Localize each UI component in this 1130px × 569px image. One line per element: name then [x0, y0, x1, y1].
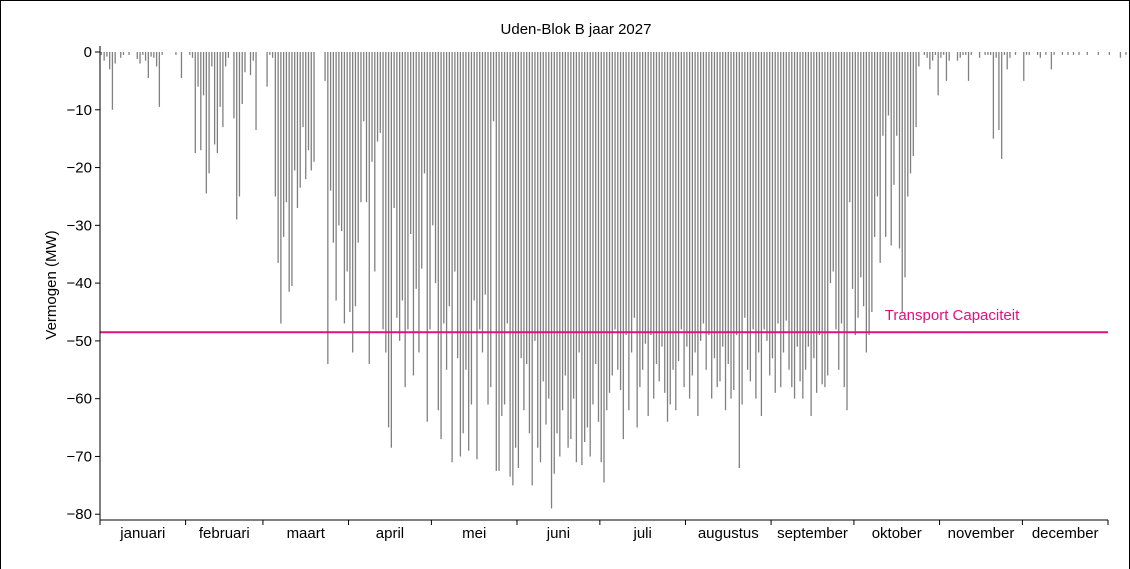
x-tick-label-oktober: oktober — [872, 525, 922, 542]
x-tick-label-september: september — [777, 525, 848, 542]
y-tick-label: −10 — [67, 102, 92, 119]
bars-layer — [100, 52, 1127, 509]
y-tick-label: −30 — [67, 217, 92, 234]
y-axis: 0 −10 −20 −30 −40 −50 −60 −70 −80 — [67, 44, 101, 523]
y-tick-label: −50 — [67, 333, 92, 350]
x-tick-label-februari: februari — [199, 525, 250, 542]
y-tick-label: 0 — [84, 44, 92, 61]
x-tick-label-augustus: augustus — [698, 525, 759, 542]
x-tick-label-juli: juli — [632, 525, 651, 542]
y-tick-label: −80 — [67, 506, 92, 523]
x-tick-label-juni: juni — [546, 525, 570, 542]
x-tick-label-april: april — [376, 525, 404, 542]
x-tick-label-mei: mei — [462, 525, 486, 542]
reference-line-label: Transport Capaciteit — [885, 307, 1020, 324]
x-tick-label-november: november — [948, 525, 1015, 542]
y-tick-label: −20 — [67, 160, 92, 177]
x-tick-label-maart: maart — [287, 525, 326, 542]
y-tick-label: −70 — [67, 448, 92, 465]
reference-layer: Transport Capaciteit — [100, 307, 1108, 334]
y-tick-label: −60 — [67, 391, 92, 408]
chart-title: Uden-Blok B jaar 2027 — [501, 21, 652, 38]
y-axis-title: Vermogen (MW) — [43, 230, 60, 339]
x-tick-label-januari: januari — [119, 525, 165, 542]
x-tick-label-december: december — [1032, 525, 1099, 542]
x-axis: januari februari maart april mei juni juli augu… — [99, 519, 1109, 542]
y-tick-label: −40 — [67, 275, 92, 292]
